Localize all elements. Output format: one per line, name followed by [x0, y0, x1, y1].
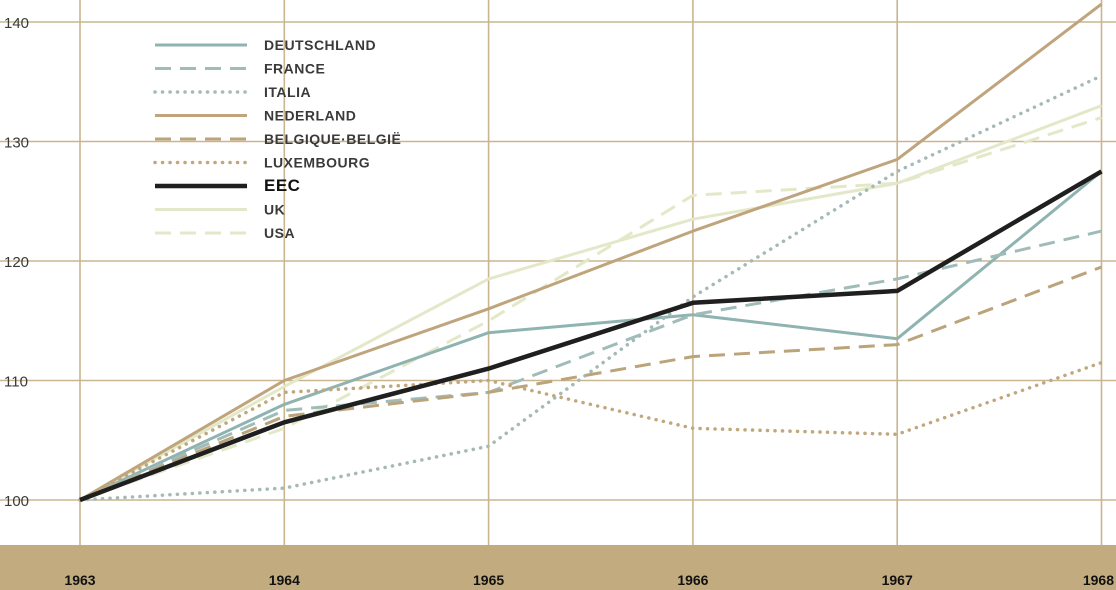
series-line-deutschland	[79, 170, 1103, 502]
y-tick-label: 100	[4, 493, 29, 510]
y-tick-label: 140	[4, 15, 29, 32]
series-line-nederland	[79, 2, 1103, 502]
x-tick-label: 1965	[473, 572, 504, 588]
legend-label-uk: UK	[264, 202, 285, 218]
x-tick-label: 1967	[882, 572, 913, 588]
x-axis-tick-labels: 1963 1964 1965 1966 1967 1968	[64, 572, 1114, 588]
legend-label-belgique-belgi: BELGIQUE·BELGIË	[264, 131, 401, 147]
y-tick-label: 120	[4, 254, 29, 271]
legend-label-nederland: NEDERLAND	[264, 108, 356, 124]
series-line-uk	[79, 104, 1103, 502]
series-line-luxembourg	[78, 360, 1104, 502]
x-tick-label: 1968	[1083, 572, 1114, 588]
legend: DEUTSCHLAND FRANCE ITALIA NEDERLAND BELGIQUE…	[153, 37, 401, 241]
y-axis-tick-labels: 100 110 120 130 140	[4, 15, 29, 510]
series-line-eec	[79, 169, 1103, 503]
legend-label-deutschland: DEUTSCHLAND	[264, 37, 376, 53]
legend-label-usa: USA	[264, 225, 295, 241]
x-axis-band	[0, 545, 1116, 590]
legend-label-france: FRANCE	[264, 61, 325, 77]
series-line-usa	[79, 116, 1102, 502]
series-lines	[78, 2, 1104, 503]
y-tick-label: 130	[4, 135, 29, 152]
legend-label-italia: ITALIA	[264, 84, 311, 100]
x-tick-label: 1963	[64, 572, 95, 588]
x-tick-label: 1966	[677, 572, 708, 588]
series-line-italia	[78, 74, 1104, 502]
legend-label-luxembourg: LUXEMBOURG	[264, 155, 370, 171]
y-tick-label: 110	[4, 374, 28, 391]
x-tick-label: 1964	[269, 572, 300, 588]
series-line-belgique-belgi	[79, 265, 1103, 502]
legend-label-eec: EEC	[264, 176, 300, 195]
